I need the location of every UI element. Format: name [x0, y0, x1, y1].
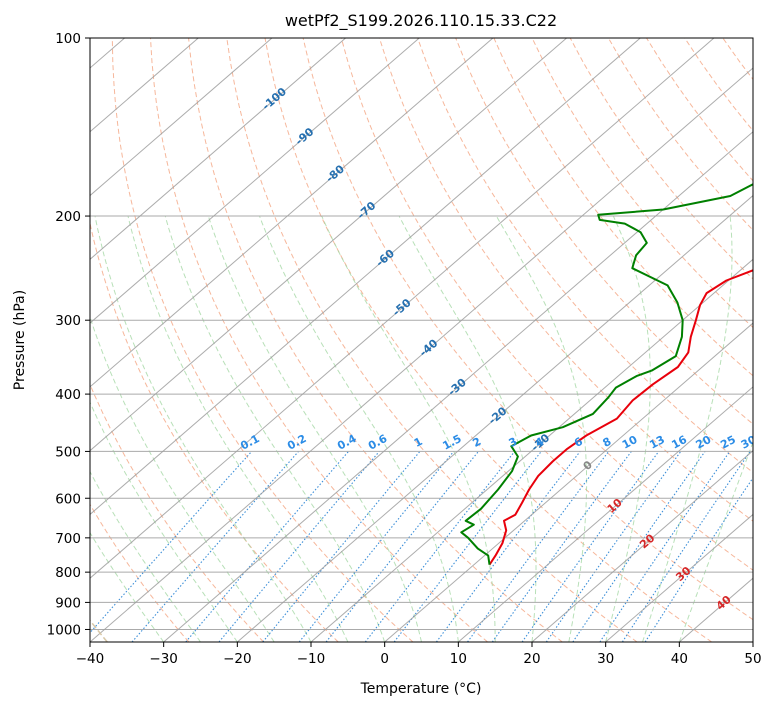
isotherm-gridline — [90, 38, 715, 579]
y-tick-label: 500 — [55, 444, 81, 460]
mixing-ratio-line — [218, 451, 380, 642]
chart-title: wetPf2_S199.2026.110.15.33.C22 — [285, 11, 557, 31]
mixing-ratio-label: 13 — [647, 433, 667, 452]
mixing-ratio-line — [545, 451, 682, 642]
x-tick-label: 0 — [380, 651, 389, 667]
dry-adiabat — [188, 38, 563, 642]
mixing-ratio-label: 20 — [694, 433, 714, 452]
temperature-line — [488, 269, 753, 566]
y-tick-label: 800 — [55, 565, 81, 581]
y-tick-label: 1000 — [47, 622, 81, 638]
moist-adiabat — [164, 215, 386, 642]
dry-adiabat — [302, 38, 753, 621]
x-tick-label: −30 — [149, 651, 178, 667]
isotherm-gridline — [605, 513, 753, 642]
isotherm-gridline — [458, 386, 753, 642]
mixing-ratio-line — [599, 451, 731, 642]
y-tick-label: 100 — [55, 31, 81, 47]
plot-frame — [89, 37, 754, 643]
isotherm-gridline — [310, 258, 753, 642]
dry-adiabat — [90, 383, 264, 642]
moist-adiabat — [642, 215, 733, 642]
isotherm-gridline — [384, 322, 753, 642]
dry-adiabat — [90, 221, 339, 642]
y-tick-label: 200 — [55, 209, 81, 225]
mixing-ratio-line — [298, 451, 455, 642]
dry-adiabat — [531, 38, 753, 329]
isotherm-gridline — [90, 38, 567, 452]
mixing-ratio-line — [644, 476, 753, 642]
x-tick-label: 10 — [450, 651, 467, 667]
mixing-ratio-label: 30 — [739, 433, 759, 452]
axes: −40 −30 −20 −10 0 10 20 30 40 50 1000 900 800 700 600 5… — [47, 31, 762, 667]
moist-adiabat — [94, 215, 312, 642]
mixing-ratio-line — [491, 451, 632, 642]
y-tick-label: 900 — [55, 595, 81, 611]
dry-adiabat — [340, 38, 753, 571]
background-lines — [90, 38, 753, 642]
mixing-ratio-label: 16 — [669, 433, 689, 452]
isotherm-gridline — [90, 67, 753, 642]
x-tick-label: 50 — [744, 651, 761, 667]
isotherm-gridline — [90, 38, 641, 516]
mixing-ratio-line — [364, 451, 516, 642]
mixing-ratio-line — [572, 451, 706, 642]
isotherm-gridline — [163, 131, 753, 642]
moist-adiabat — [90, 401, 238, 642]
mixing-ratio-label: 10 — [620, 433, 640, 452]
y-tick-label: 700 — [55, 531, 81, 547]
mixing-ratio-line — [521, 451, 660, 642]
x-axis-label: Temperature (°C) — [360, 681, 482, 697]
mixing-ratio-line — [90, 451, 253, 634]
x-tick-label: −10 — [297, 651, 326, 667]
dry-adiabat — [150, 38, 488, 642]
isotherm-gridline — [90, 38, 494, 388]
y-tick-label: 300 — [55, 313, 81, 329]
moist-adiabat — [207, 215, 422, 642]
x-tick-label: 20 — [523, 651, 540, 667]
dewpoint-line — [460, 183, 753, 565]
mixing-ratio-line — [467, 451, 610, 642]
y-tick-label: 600 — [55, 491, 81, 507]
mixing-ratio-line — [185, 451, 349, 642]
mixing-ratio-line — [325, 451, 479, 642]
moist-adiabat — [90, 315, 275, 642]
isotherm-gridline — [90, 38, 420, 324]
isotherm-gridline — [90, 38, 346, 260]
y-axis-label: Pressure (hPa) — [12, 290, 28, 390]
moist-adiabat — [495, 215, 588, 642]
x-tick-label: 40 — [671, 651, 688, 667]
dry-adiabat — [455, 38, 753, 425]
mixing-ratio-line — [435, 451, 581, 642]
x-tick-label: 30 — [597, 651, 614, 667]
moist-adiabat — [605, 215, 651, 642]
x-tick-label: −40 — [76, 651, 105, 667]
moist-adiabat — [398, 215, 537, 642]
isotherm-gridline — [531, 449, 753, 642]
moist-adiabat — [90, 470, 201, 642]
moist-adiabat — [259, 215, 459, 642]
moist-adiabat — [127, 215, 349, 642]
profile-lines — [460, 183, 753, 566]
mixing-ratio-label: 25 — [718, 433, 738, 452]
isotherm-gridline — [237, 194, 753, 642]
x-tick-label: −20 — [223, 651, 252, 667]
isotherm-gridline — [90, 38, 273, 197]
y-tick-label: 400 — [55, 387, 81, 403]
